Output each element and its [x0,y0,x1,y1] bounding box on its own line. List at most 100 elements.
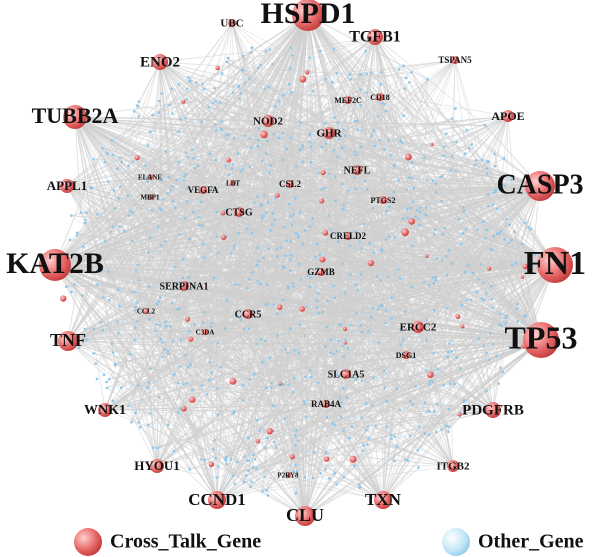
other-gene-node [143,164,147,167]
edge [67,280,258,342]
other-gene-node [336,155,339,159]
edge [54,157,194,266]
edge [182,259,306,517]
other-gene-node [460,242,464,245]
other-gene-node [198,224,202,227]
edge [202,225,384,501]
other-gene-node [342,429,345,433]
cross-talk-node [430,142,434,147]
other-gene-node [268,48,272,51]
edge [325,243,523,405]
other-gene-node [188,237,192,241]
other-gene-node [206,392,209,396]
other-gene-node [245,227,249,230]
other-gene-node [330,80,334,84]
edge [449,343,454,467]
other-gene-node [251,453,255,457]
other-gene-node [184,353,187,357]
other-gene-node [159,338,163,341]
edge [227,57,306,517]
other-gene-node [342,207,345,211]
node-label: SERPINA1 [160,281,209,292]
other-gene-node [384,321,387,325]
edge [156,189,322,467]
legend-swatch [442,528,470,556]
other-gene-node [171,112,174,115]
cross-talk-node [134,155,140,161]
other-gene-node [212,448,215,451]
other-gene-node [457,217,461,221]
other-gene-node [503,237,507,241]
other-gene-node [332,284,336,288]
cross-talk-node [143,308,149,314]
node-label: CLU [286,505,324,525]
other-gene-node [470,143,474,146]
other-gene-node [471,271,475,275]
other-gene-node [133,326,137,330]
other-gene-node [367,437,371,440]
other-gene-node [75,234,79,237]
other-gene-node [275,248,279,251]
other-gene-node [264,211,268,215]
cross-talk-node [220,210,226,216]
other-gene-node [292,284,295,288]
other-gene-node [423,156,426,160]
other-gene-node [258,429,261,432]
edge [128,403,327,407]
other-gene-node [157,300,161,304]
other-gene-node [365,72,368,76]
edge [384,149,454,467]
node-label: TUBB2A [32,103,119,128]
cross-talk-node [425,254,429,259]
other-gene-node [372,129,376,133]
other-gene-node [292,376,296,380]
edge [260,338,306,517]
other-gene-node [370,134,374,138]
other-gene-node [308,225,311,228]
other-gene-node [214,158,218,162]
edge [382,400,387,501]
other-gene-node [287,287,290,290]
other-gene-node [510,175,513,178]
cross-talk-node [275,193,280,198]
other-gene-node [454,107,457,111]
node-label: MEF2C [334,96,362,105]
other-gene-node [131,160,135,163]
edge [74,71,412,118]
edge [85,212,306,517]
other-gene-node [259,204,263,208]
other-gene-node [435,430,438,434]
other-gene-node [329,351,333,354]
other-gene-node [295,428,299,432]
other-gene-node [294,165,298,168]
edge [86,339,306,517]
other-gene-node [376,115,380,118]
other-gene-node [333,423,336,427]
edge [112,400,218,501]
other-gene-node [464,227,468,231]
edge [295,165,541,187]
edge [282,94,306,517]
other-gene-node [408,434,412,437]
other-gene-node [281,131,285,135]
other-gene-node [175,178,178,182]
edge [147,424,306,517]
other-gene-node [349,77,353,81]
edge [455,171,494,411]
other-gene-node [345,395,349,399]
other-gene-node [185,382,189,385]
other-gene-node [501,183,504,187]
edge [128,405,384,501]
other-gene-node [414,215,417,218]
edge [194,167,306,517]
other-gene-node [392,190,396,194]
other-gene-node [342,203,345,207]
other-gene-node [445,273,449,277]
other-gene-node [216,342,220,345]
edge [105,241,185,287]
other-gene-node [325,415,329,419]
other-gene-node [358,486,361,490]
node-label: WNK1 [84,403,126,418]
other-gene-node [309,375,313,379]
edge [299,324,306,517]
